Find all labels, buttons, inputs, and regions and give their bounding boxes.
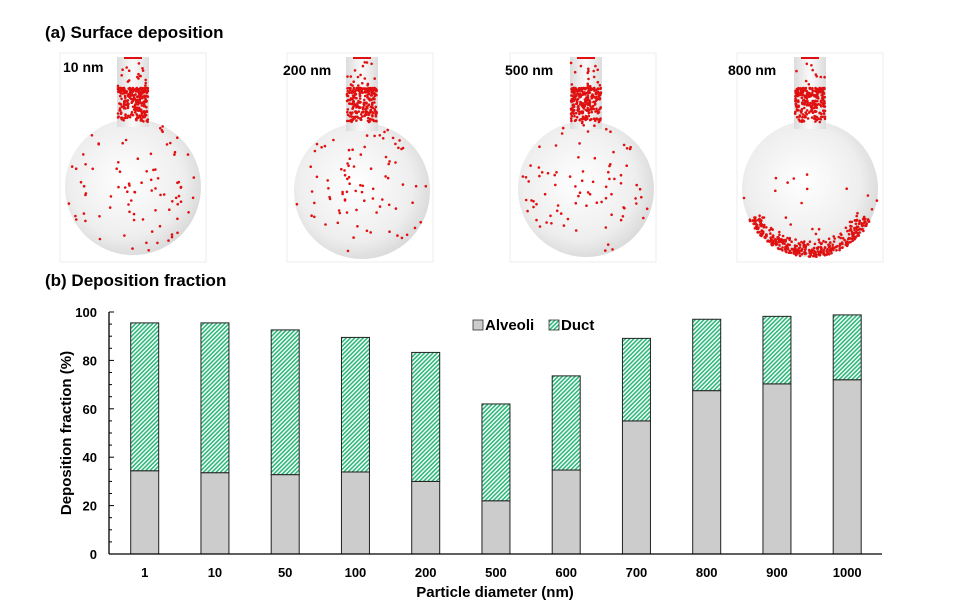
bar-duct — [411, 351, 441, 482]
legend-swatch-duct — [548, 319, 560, 331]
particle-size-label: 200 nm — [283, 62, 331, 78]
surface-deposition-panels: 10 nm 200 nm 500 nm 800 nm — [59, 52, 884, 263]
x-tick-label: 10 — [208, 565, 222, 580]
particle-dots — [295, 61, 428, 253]
panel-b-title: (b) Deposition fraction — [45, 271, 227, 290]
deposition-panel: 200 nm — [283, 52, 434, 263]
legend: Alveoli Duct — [472, 317, 594, 334]
bar-alveoli — [270, 474, 300, 555]
bar-duct — [270, 329, 300, 476]
bar-duct — [200, 322, 230, 474]
particle-dots — [67, 62, 196, 252]
particle-dots — [521, 61, 649, 252]
legend-label-alveoli: Alveoli — [485, 317, 534, 334]
bar-alveoli — [621, 420, 651, 555]
alveolus-sphere — [742, 121, 878, 257]
bar-duct — [832, 314, 862, 381]
y-tick-label: 60 — [83, 402, 97, 417]
bar-alveoli — [130, 470, 160, 555]
deposition-panel: 500 nm — [505, 52, 657, 263]
bar-duct — [481, 403, 511, 502]
bar-alveoli — [481, 500, 511, 555]
bar-alveoli — [200, 472, 230, 555]
x-tick-label: 1 — [141, 565, 148, 580]
legend-label-duct: Duct — [561, 317, 594, 334]
bar-alveoli — [832, 379, 862, 555]
y-tick-label: 100 — [75, 305, 97, 320]
x-tick-label: 100 — [345, 565, 367, 580]
particle-size-label: 500 nm — [505, 62, 553, 78]
y-tick-label: 80 — [83, 353, 97, 368]
x-tick-label: 800 — [696, 565, 718, 580]
x-axis-label: Particle diameter (nm) — [416, 584, 574, 601]
bar-duct — [551, 375, 581, 471]
panel-a-title: (a) Surface deposition — [45, 23, 224, 42]
particle-dots — [742, 62, 879, 258]
x-tick-label: 900 — [766, 565, 788, 580]
bars — [130, 314, 862, 555]
legend-swatch-alveoli — [472, 319, 484, 331]
y-tick-label: 20 — [83, 499, 97, 514]
particle-size-label: 10 nm — [63, 59, 103, 75]
deposition-panel: 800 nm — [728, 52, 884, 263]
bar-alveoli — [762, 383, 792, 555]
bar-alveoli — [340, 471, 370, 555]
deposition-panel: 10 nm — [59, 52, 207, 263]
bar-duct — [340, 336, 370, 473]
bar-duct — [130, 322, 160, 472]
bar-duct — [762, 315, 792, 385]
bar-duct — [692, 318, 722, 392]
y-tick-label: 0 — [90, 547, 97, 562]
x-tick-label: 50 — [278, 565, 292, 580]
x-tick-label: 200 — [415, 565, 437, 580]
x-tick-label: 1000 — [833, 565, 862, 580]
bar-alveoli — [551, 469, 581, 555]
particle-size-label: 800 nm — [728, 62, 776, 78]
bar-alveoli — [692, 390, 722, 555]
y-axis-label: Deposition fraction (%) — [58, 351, 75, 515]
x-tick-label: 500 — [485, 565, 507, 580]
bar-alveoli — [411, 480, 441, 555]
alveolus-sphere — [518, 121, 654, 257]
x-tick-label: 700 — [626, 565, 648, 580]
alveolus-sphere — [65, 119, 201, 255]
y-tick-label: 40 — [83, 450, 97, 465]
bar-duct — [621, 337, 651, 422]
x-tick-label: 600 — [555, 565, 577, 580]
